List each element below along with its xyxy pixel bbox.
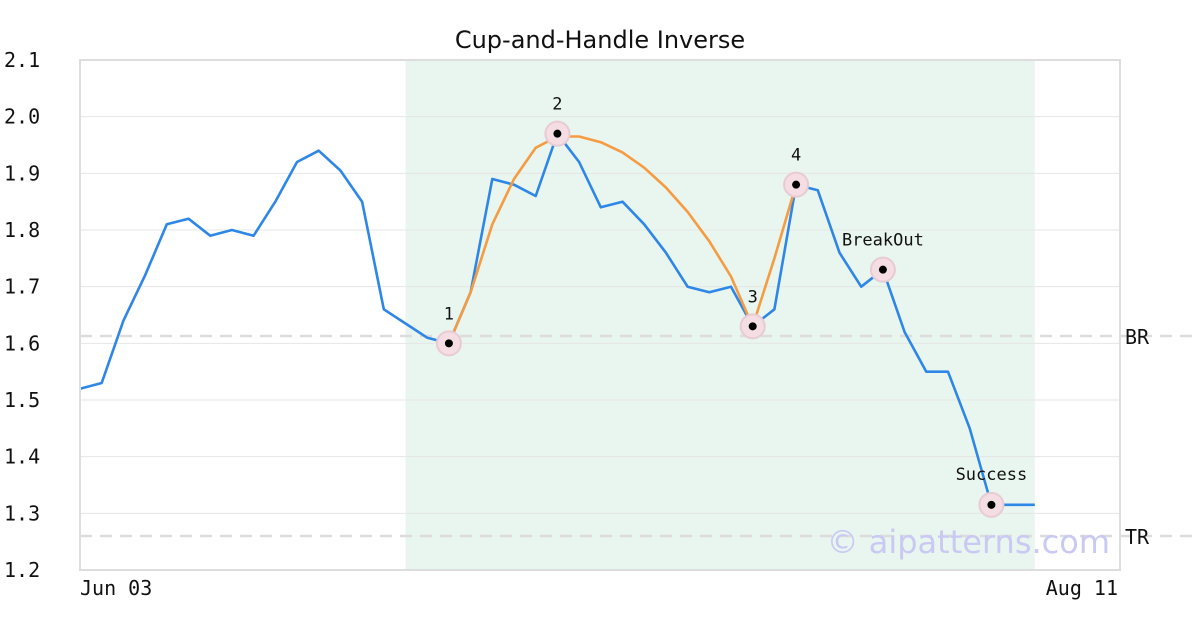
watermark: © aipatterns.com <box>827 523 1110 561</box>
x-tick-label: Jun 03 <box>80 576 152 600</box>
point-label: 2 <box>552 95 562 115</box>
point-label: 3 <box>748 287 758 307</box>
y-tick-label: 1.8 <box>4 218 40 242</box>
point-label: Success <box>956 465 1028 485</box>
chart-title: Cup-and-Handle Inverse <box>455 26 745 54</box>
y-tick-label: 1.2 <box>4 558 40 582</box>
y-tick-label: 2.0 <box>4 105 40 129</box>
plot-frame <box>79 59 1121 571</box>
y-tick-label: 1.5 <box>4 388 40 412</box>
point-dot <box>553 129 562 138</box>
y-tick-label: 1.6 <box>4 331 40 355</box>
point-dot <box>987 500 996 509</box>
x-tick-label: Aug 11 <box>1046 576 1118 600</box>
point-label: 4 <box>791 146 801 166</box>
y-tick-label: 1.4 <box>4 445 40 469</box>
y-axis-ticks: 1.2 1.3 1.4 1.5 1.6 1.7 1.8 1.9 2.0 2.1 <box>4 48 40 582</box>
cup-curve <box>447 135 798 344</box>
point-dot <box>444 339 453 348</box>
y-tick-label: 1.9 <box>4 161 40 185</box>
y-tick-label: 2.1 <box>4 48 40 72</box>
pattern-region <box>405 60 1035 570</box>
pattern-points: 1 2 3 4 BreakOut Success <box>435 95 1028 518</box>
level-lines: BR TR <box>80 325 1200 549</box>
y-tick-label: 1.7 <box>4 275 40 299</box>
point-label: BreakOut <box>842 231 924 251</box>
level-label: TR <box>1125 525 1150 549</box>
point-label: 1 <box>444 304 454 324</box>
point-dot <box>748 322 757 331</box>
y-tick-label: 1.3 <box>4 501 40 525</box>
level-label: BR <box>1125 325 1150 349</box>
point-dot <box>792 180 801 189</box>
x-axis-ticks: Jun 03 Aug 11 <box>80 576 1118 600</box>
point-dot <box>878 265 887 274</box>
